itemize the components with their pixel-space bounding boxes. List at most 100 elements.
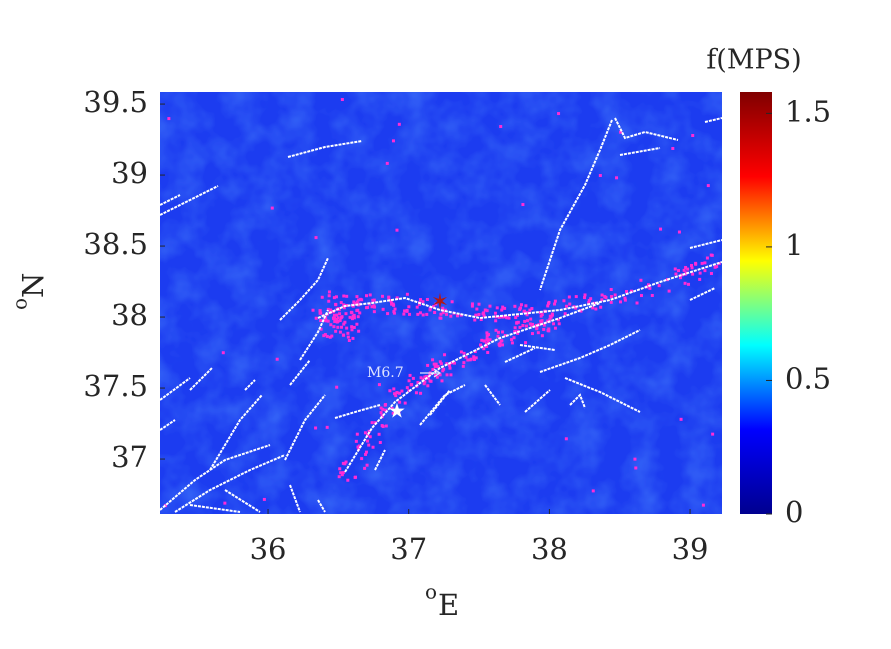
event-dot xyxy=(515,321,519,325)
event-dot xyxy=(680,273,684,277)
event-dot xyxy=(327,294,331,298)
event-dot xyxy=(690,266,694,270)
event-dot xyxy=(334,329,338,333)
event-dot xyxy=(390,406,394,410)
event-dot xyxy=(432,305,436,309)
event-dot xyxy=(619,130,623,134)
event-dot xyxy=(657,284,661,288)
event-dot xyxy=(334,295,338,299)
event-dot xyxy=(553,326,557,330)
event-dot xyxy=(344,460,348,464)
event-dot xyxy=(393,392,397,396)
event-dot xyxy=(535,326,539,330)
event-dot xyxy=(372,298,376,302)
event-dot xyxy=(428,379,432,383)
event-dot xyxy=(546,304,550,308)
event-dot xyxy=(494,328,498,332)
event-dot xyxy=(400,389,404,393)
event-dot xyxy=(698,271,702,275)
event-dot xyxy=(338,330,342,334)
x-label-sup: o xyxy=(425,580,437,604)
colorbar-tick-label: 1 xyxy=(785,228,803,262)
x-tick-label: 36 xyxy=(250,532,287,566)
event-dot xyxy=(461,364,465,368)
event-dot xyxy=(441,311,445,315)
event-dot xyxy=(436,365,440,369)
event-dot xyxy=(373,421,377,425)
event-dot xyxy=(322,334,326,338)
event-dot xyxy=(378,440,382,444)
event-dot xyxy=(330,334,334,338)
event-dot xyxy=(482,314,486,318)
event-dot xyxy=(503,306,507,310)
event-dot xyxy=(340,98,344,102)
event-dot xyxy=(421,300,425,304)
event-dot xyxy=(337,475,341,479)
event-dot xyxy=(345,294,349,298)
event-dot xyxy=(505,315,509,319)
event-dot xyxy=(483,308,487,312)
event-dot xyxy=(498,344,502,348)
event-dot xyxy=(548,317,552,321)
event-dot xyxy=(449,373,453,377)
event-dot xyxy=(338,467,342,471)
event-dot xyxy=(564,437,568,441)
epicenter-star: ★ xyxy=(388,399,406,423)
event-dot xyxy=(485,331,489,335)
event-dot xyxy=(438,360,442,364)
event-dot xyxy=(403,309,407,313)
event-dot xyxy=(355,322,359,326)
event-dot xyxy=(408,373,412,377)
event-dot xyxy=(350,317,354,321)
event-dot xyxy=(486,351,490,355)
event-dot xyxy=(426,363,430,367)
event-dot xyxy=(333,319,337,323)
y-label-group: o N xyxy=(8,273,51,310)
y-tick-label: 39.5 xyxy=(83,85,148,119)
event-dot xyxy=(346,331,350,335)
event-dot xyxy=(501,330,505,334)
event-dot xyxy=(385,161,389,165)
event-dot xyxy=(625,290,629,294)
event-dot xyxy=(433,365,437,369)
event-dot xyxy=(677,230,681,234)
event-dot xyxy=(355,300,359,304)
event-dot xyxy=(435,375,439,379)
event-dot xyxy=(512,336,516,340)
event-dot xyxy=(525,313,529,317)
event-dot xyxy=(711,432,715,436)
event-dot xyxy=(364,306,368,310)
event-dot xyxy=(557,322,561,326)
event-dot xyxy=(445,373,449,377)
event-dot xyxy=(423,375,427,379)
event-dot xyxy=(350,328,354,332)
event-dot xyxy=(394,394,398,398)
event-dot xyxy=(326,307,330,311)
event-dot xyxy=(493,311,497,315)
event-dot xyxy=(524,324,528,328)
colorbar-tick-label: 0.5 xyxy=(785,361,831,395)
event-dot xyxy=(709,271,713,275)
annotation: M6.7 xyxy=(367,365,404,381)
event-dot xyxy=(503,315,507,319)
event-dot xyxy=(387,296,391,300)
event-dot xyxy=(352,300,356,304)
event-dot xyxy=(536,331,540,335)
event-dot xyxy=(262,497,266,501)
event-dot xyxy=(395,296,399,300)
event-dot xyxy=(275,357,279,361)
event-dot xyxy=(365,433,369,437)
event-dot xyxy=(599,305,603,309)
event-dot xyxy=(524,341,528,345)
event-dot xyxy=(613,293,617,297)
event-dot xyxy=(485,337,489,341)
event-dot xyxy=(591,489,595,493)
event-dot xyxy=(422,382,426,386)
event-dot xyxy=(426,384,430,388)
event-dot xyxy=(516,331,520,335)
colorbar xyxy=(740,92,772,514)
faults xyxy=(160,117,722,513)
event-dot xyxy=(646,283,650,287)
event-dot xyxy=(703,261,707,265)
event-dot xyxy=(365,294,369,298)
